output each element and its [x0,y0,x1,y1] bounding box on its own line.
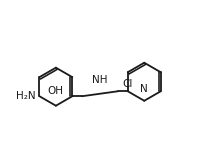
Text: N: N [140,84,148,94]
Text: OH: OH [48,86,64,96]
Text: Cl: Cl [123,79,133,89]
Text: H₂N: H₂N [15,91,35,101]
Text: NH: NH [92,75,108,85]
